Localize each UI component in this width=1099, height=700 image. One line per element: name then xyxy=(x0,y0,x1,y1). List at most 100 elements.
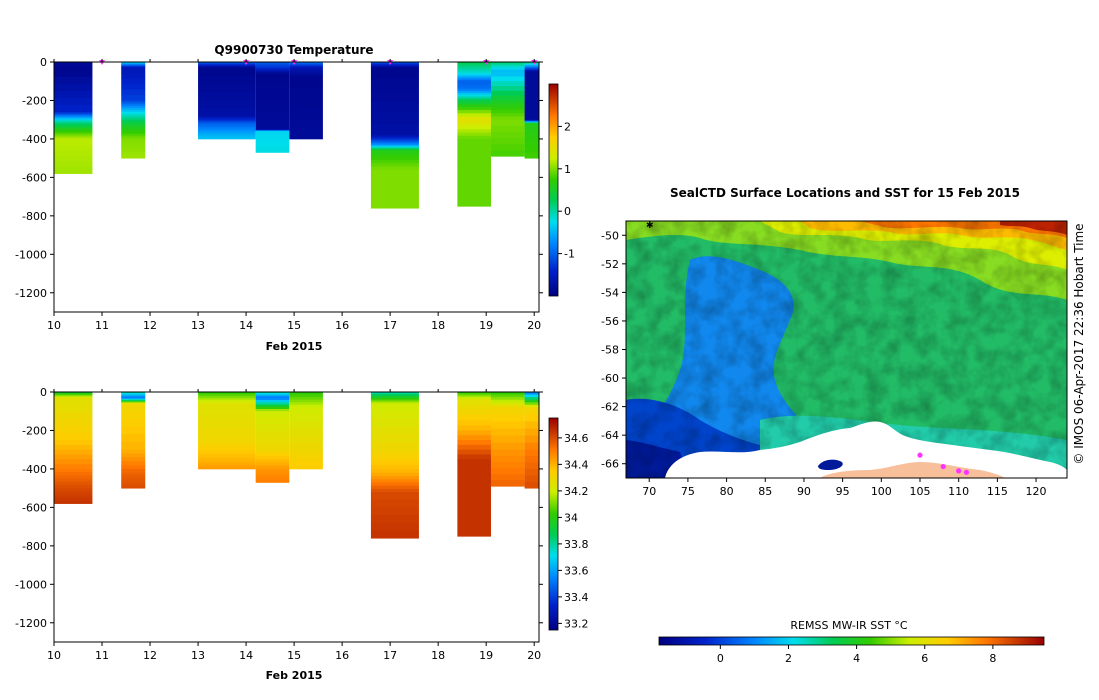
profile-cell xyxy=(289,62,323,64)
profile-cell xyxy=(457,420,491,426)
profile-cell xyxy=(54,396,93,399)
profile-cell xyxy=(457,126,491,130)
profile-cell xyxy=(198,122,256,124)
temperature-axes-frame xyxy=(53,61,540,313)
profile-cell xyxy=(370,201,419,209)
profile-cell xyxy=(370,411,419,420)
profile-cell xyxy=(54,404,93,413)
profile-5 xyxy=(289,392,323,470)
profile-cell xyxy=(457,484,491,499)
profile-cell xyxy=(121,442,146,451)
profile-cell xyxy=(255,417,290,425)
profile-cell xyxy=(121,145,146,149)
profile-cell xyxy=(255,402,290,405)
profile-cell xyxy=(370,101,419,114)
profile-cell xyxy=(524,70,539,73)
colorbar-tick-label: 33.6 xyxy=(564,564,589,577)
profile-cell xyxy=(490,116,525,121)
profile-cell xyxy=(457,82,491,85)
profile-cell xyxy=(524,120,539,122)
profile-cell xyxy=(524,122,539,124)
profile-4 xyxy=(255,392,290,483)
profile-cell xyxy=(121,453,146,458)
profile-cell xyxy=(289,77,323,89)
profile-cell xyxy=(370,136,419,139)
map-x-tick-label: 80 xyxy=(720,485,734,498)
profile-cell xyxy=(54,126,93,129)
profile-cell xyxy=(457,85,491,87)
profile-cell xyxy=(289,64,323,67)
profile-cell xyxy=(121,89,146,96)
map-y-tick-label: -62 xyxy=(601,401,619,414)
profile-cell xyxy=(289,108,323,119)
y-tick-label: -800 xyxy=(22,540,47,553)
profile-cell xyxy=(370,426,419,435)
profile-cell xyxy=(255,138,290,143)
salinity-y-ticks: 0 -200 -400 -600 -800 -1000 -1200 xyxy=(15,386,543,630)
profile-cell xyxy=(255,134,290,139)
salinity-panel: 10 11 12 13 14 15 16 17 18 19 20 0 -200 -400 -600 -800… xyxy=(15,386,588,682)
profile-cell xyxy=(121,104,146,107)
profile-cell xyxy=(289,462,323,467)
profile-cell xyxy=(255,477,290,481)
profile-cell xyxy=(490,392,525,395)
y-tick-label: -400 xyxy=(22,133,47,146)
salinity-x-ticks: 10 11 12 13 14 15 16 17 18 19 20 xyxy=(47,389,541,662)
map-x-tick-label: 105 xyxy=(910,485,931,498)
x-tick-label: 16 xyxy=(335,649,349,662)
profile-cell xyxy=(255,67,290,70)
profile-cell xyxy=(198,115,256,118)
profile-cell xyxy=(370,522,419,531)
profile-cell xyxy=(54,120,93,123)
profile-9 xyxy=(524,62,539,159)
profile-cell xyxy=(121,434,146,443)
profile-cell xyxy=(54,490,93,494)
profile-cell xyxy=(457,444,491,451)
profile-cell xyxy=(198,440,256,445)
profile-cell xyxy=(289,452,323,457)
profile-cell xyxy=(370,144,419,147)
profile-cell xyxy=(289,72,323,75)
profile-cell xyxy=(457,430,491,436)
profile-cell xyxy=(121,398,146,401)
profile-8 xyxy=(490,62,525,157)
profile-cell xyxy=(54,488,93,492)
profile-cell xyxy=(457,122,491,127)
profile-cell xyxy=(524,111,539,121)
colorbar-tick-label: -1 xyxy=(564,248,575,261)
profile-cell xyxy=(490,467,525,475)
profile-cell xyxy=(198,138,256,140)
profile-cell xyxy=(198,393,256,397)
map-x-tick-label: 75 xyxy=(681,485,695,498)
profile-cell xyxy=(121,465,146,470)
profile-cell xyxy=(490,455,525,463)
profile-cell xyxy=(121,115,146,119)
profile-cell xyxy=(457,62,491,65)
profile-cell xyxy=(54,76,93,85)
sst-colorbar-tick-label: 0 xyxy=(717,652,724,665)
colorbar-tick-label: 34 xyxy=(564,511,578,524)
profile-cell xyxy=(255,71,290,73)
profile-cell xyxy=(490,65,525,68)
profile-cell xyxy=(54,125,93,128)
profile-cell xyxy=(255,148,290,153)
temperature-colorbar xyxy=(548,83,559,297)
profile-cell xyxy=(524,404,539,408)
x-tick-label: 19 xyxy=(479,649,493,662)
profile-cell xyxy=(457,435,491,441)
profile-cell xyxy=(490,113,525,117)
profile-cell xyxy=(289,74,323,77)
profile-cell xyxy=(524,481,539,489)
profile-cell xyxy=(255,471,290,474)
profile-cell xyxy=(370,195,419,203)
profile-cell xyxy=(289,449,323,454)
profile-cell xyxy=(121,62,146,65)
profile-cell xyxy=(121,396,146,399)
profile-cell xyxy=(457,81,491,83)
profile-cell xyxy=(370,479,419,483)
profile-cell xyxy=(255,92,290,102)
profile-1 xyxy=(54,62,93,174)
profile-cell xyxy=(457,449,491,455)
profile-cell xyxy=(54,129,93,132)
